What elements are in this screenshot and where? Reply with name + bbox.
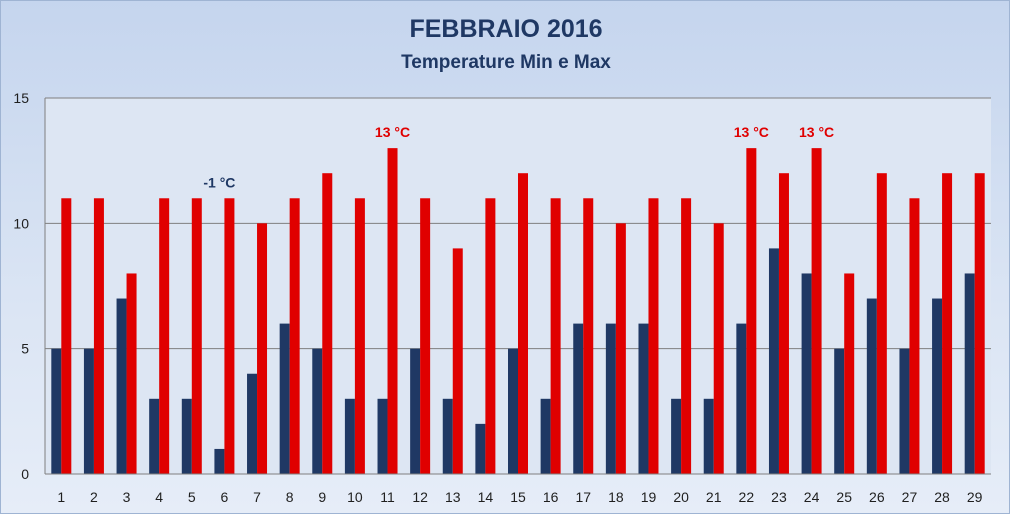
x-tick-label: 10 [347,489,363,505]
x-tick-label: 14 [478,489,494,505]
y-tick-label: 5 [21,341,29,357]
bar-min [508,348,518,474]
x-tick-label: 1 [57,489,65,505]
x-tick-label: 20 [673,489,689,505]
bar-min [442,398,453,474]
bar-max [224,198,235,474]
bar-max [159,198,170,474]
x-tick-label: 2 [90,489,98,505]
bar-min [834,348,845,474]
bar-min [247,373,258,474]
x-tick-label: 9 [318,489,326,505]
x-tick-label: 26 [869,489,885,505]
bar-min [214,448,225,474]
bar-min [51,348,62,474]
x-tick-label: 15 [510,489,526,505]
bar-min [899,348,910,474]
chart-title: FEBBRAIO 2016 [409,15,603,43]
x-tick-label: 7 [253,489,261,505]
bar-min [181,398,192,474]
bar-min [279,323,290,474]
bar-max [778,173,789,474]
bar-min [312,348,323,474]
bar-max [93,198,104,474]
x-tick-label: 11 [380,489,395,505]
bar-max [974,173,985,474]
x-tick-label: 17 [575,489,591,505]
x-tick-label: 12 [412,489,428,505]
bar-min [149,398,160,474]
bar-max [387,148,398,474]
x-tick-label: 27 [902,489,918,505]
bar-min [801,273,812,474]
bar-min [605,323,616,474]
bar-max [844,273,855,474]
bar-max [354,198,365,474]
data-annotation: -1 °C [203,174,235,190]
bar-min [768,248,779,474]
x-tick-label: 16 [543,489,559,505]
x-tick-label: 18 [608,489,624,505]
bar-max [518,173,528,474]
bar-min [736,323,747,474]
bar-max [681,198,692,474]
bar-max [583,198,594,474]
bar-min [475,423,486,474]
bar-max [485,198,496,474]
bar-min [116,298,127,474]
bar-min [932,298,943,474]
y-tick-label: 15 [13,90,29,106]
bar-max [550,198,561,474]
bar-min [638,323,649,474]
bar-max [648,198,659,474]
bar-max [909,198,920,474]
bar-max [126,273,137,474]
bar-max [61,198,72,474]
bar-max [942,173,953,474]
bar-min [703,398,714,474]
data-annotation: 13 °C [375,124,410,140]
bar-max [811,148,822,474]
x-tick-label: 6 [221,489,229,505]
x-tick-label: 4 [155,489,163,505]
data-annotation: 13 °C [799,124,834,140]
bar-min [377,398,388,474]
bar-min [83,348,94,474]
bar-min [866,298,877,474]
x-tick-label: 5 [188,489,196,505]
bar-min [671,398,682,474]
bar-max [876,173,887,474]
chart-subtitle: Temperature Min e Max [401,52,611,73]
bar-min [573,323,584,474]
data-annotation: 13 °C [734,124,769,140]
x-tick-label: 29 [967,489,983,505]
x-tick-label: 21 [706,489,722,505]
bar-min [964,273,975,474]
x-tick-label: 25 [836,489,852,505]
x-tick-label: 28 [934,489,950,505]
bar-max [289,198,300,474]
x-tick-label: 3 [123,489,131,505]
bar-max [452,248,463,474]
x-tick-label: 8 [286,489,294,505]
bar-max [713,223,724,474]
x-tick-label: 23 [771,489,787,505]
bar-min [344,398,355,474]
bar-max [191,198,202,474]
bar-max [322,173,333,474]
y-tick-label: 10 [13,215,29,231]
x-tick-label: 24 [804,489,820,505]
bar-max [746,148,757,474]
y-tick-label: 0 [21,466,29,482]
bar-max [257,223,268,474]
x-tick-label: 13 [445,489,461,505]
bar-min [540,398,551,474]
x-tick-label: 22 [739,489,755,505]
x-tick-label: 19 [641,489,657,505]
bar-min [410,348,421,474]
bar-max [420,198,431,474]
bar-max [615,223,626,474]
